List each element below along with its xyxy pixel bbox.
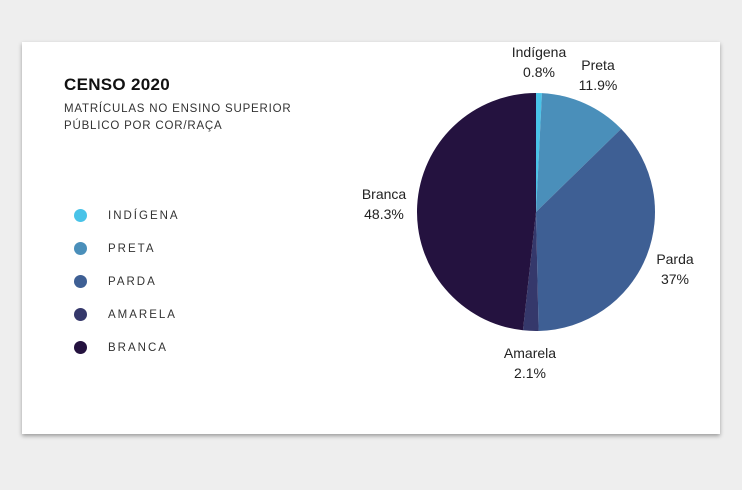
legend-label-branca: BRANCA [108,341,168,354]
legend: INDÍGENA PRETA PARDA AMARELA BRANCA [74,199,180,364]
slice-value-parda: 37% [661,271,689,287]
legend-swatch-branca [74,341,87,354]
chart-subtitle: MATRÍCULAS NO ENSINO SUPERIOR PÚBLICO PO… [64,103,292,132]
legend-swatch-parda [74,275,87,288]
legend-item-indigena: INDÍGENA [74,199,180,232]
legend-label-parda: PARDA [108,275,157,288]
pie-slice-indigena [536,93,542,212]
pie-slice-amarela [522,212,539,332]
legend-swatch-preta [74,242,87,255]
legend-swatch-amarela [74,308,87,321]
legend-item-preta: PRETA [74,232,180,265]
legend-swatch-indigena [74,209,87,222]
pie-slice-parda [536,128,656,331]
slice-name-parda: Parda [656,251,694,267]
slice-value-branca: 48.3% [364,206,404,222]
legend-item-branca: BRANCA [74,331,180,364]
legend-item-parda: PARDA [74,265,180,298]
slice-name-indigena: Indígena [512,44,567,60]
legend-label-amarela: AMARELA [108,308,177,321]
pie-slice-preta [536,93,622,212]
slice-value-amarela: 2.1% [514,365,546,381]
slice-name-amarela: Amarela [504,345,556,361]
slice-name-branca: Branca [362,186,407,202]
chart-title: CENSO 2020 [64,75,170,94]
slice-value-indigena: 0.8% [523,64,555,80]
legend-label-indigena: INDÍGENA [108,209,180,222]
pie-slice-branca [416,93,536,331]
legend-label-preta: PRETA [108,242,156,255]
slice-name-preta: Preta [581,57,615,73]
slice-value-preta: 11.9% [579,77,618,93]
legend-item-amarela: AMARELA [74,298,180,331]
